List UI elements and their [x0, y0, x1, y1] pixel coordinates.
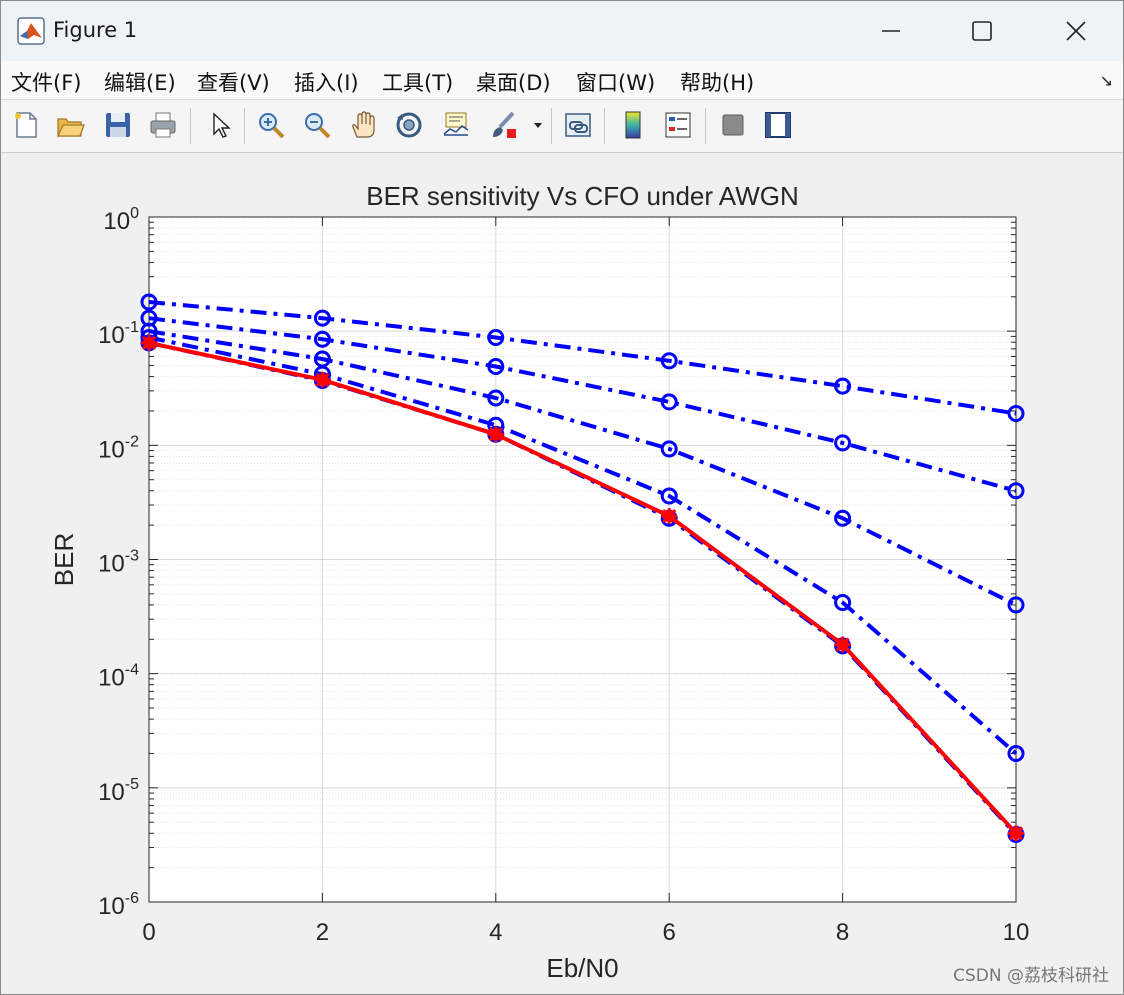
brush-icon[interactable] — [487, 108, 521, 142]
maximize-button[interactable] — [947, 1, 1017, 61]
series-line — [148, 316, 1017, 493]
minimize-icon — [882, 30, 900, 32]
x-tick-label: 0 — [142, 919, 155, 946]
data-point — [834, 434, 852, 452]
menu-desktop[interactable]: 桌面(D) — [476, 71, 551, 95]
matlab-logo-icon — [17, 17, 45, 45]
data-point — [834, 636, 851, 653]
data-point — [1008, 825, 1024, 842]
x-axis-label: Eb/N0 — [546, 953, 618, 983]
maximize-icon — [972, 21, 992, 41]
data-point — [314, 371, 331, 388]
x-tick-label: 8 — [836, 919, 849, 946]
data-cursor-icon[interactable] — [438, 108, 472, 142]
colorbar-icon[interactable] — [616, 108, 650, 142]
data-point — [141, 334, 157, 351]
y-tick-label: 10-3 — [98, 548, 139, 578]
y-tick-label: 10-2 — [98, 433, 139, 463]
open-file-icon[interactable] — [53, 108, 87, 142]
close-icon — [1066, 21, 1086, 41]
save-icon[interactable] — [101, 108, 135, 142]
series-line — [148, 329, 1017, 607]
data-point — [660, 440, 678, 458]
data-point — [487, 358, 505, 376]
data-point — [661, 508, 678, 525]
zoom-in-icon[interactable] — [254, 108, 288, 142]
toolbar-separator — [705, 108, 706, 144]
window-title: Figure 1 — [53, 18, 138, 42]
x-tick-label: 2 — [316, 919, 329, 946]
pointer-icon[interactable] — [203, 108, 237, 142]
data-point — [1007, 405, 1025, 423]
y-axis-label: BER — [49, 533, 79, 586]
y-tick-label: 10-5 — [98, 776, 139, 806]
data-point — [140, 293, 158, 311]
title-bar[interactable]: Figure 1 — [1, 1, 1123, 61]
data-point — [660, 352, 678, 370]
data-point — [834, 377, 852, 395]
menu-edit[interactable]: 编辑(E) — [104, 71, 176, 95]
series-line — [148, 340, 1018, 835]
data-point — [1007, 596, 1025, 614]
rotate-icon[interactable] — [392, 108, 426, 142]
chart-title: BER sensitivity Vs CFO under AWGN — [366, 181, 798, 211]
hide-plot-tools-icon[interactable] — [716, 108, 750, 142]
zoom-out-icon[interactable] — [300, 108, 334, 142]
y-tick-label: 10-4 — [98, 662, 139, 692]
new-figure-icon[interactable] — [9, 108, 43, 142]
data-point — [487, 389, 505, 407]
brush-dropdown-icon[interactable] — [529, 108, 547, 142]
ticks: 0 2 4 6 8 10 100 10-1 10-2 10-3 10-4 10-5 10-6 — [98, 205, 1029, 946]
menu-help[interactable]: 帮助(H) — [680, 71, 755, 95]
data-point — [660, 393, 678, 411]
toolbar — [1, 100, 1123, 153]
menu-tools[interactable]: 工具(T) — [382, 71, 454, 95]
link-plot-icon[interactable] — [561, 108, 595, 142]
y-tick-label: 10-1 — [98, 319, 139, 349]
dock-arrow-icon[interactable]: ↘ — [1099, 71, 1113, 90]
toolbar-separator — [551, 108, 552, 144]
pan-icon[interactable] — [346, 108, 380, 142]
series-line — [148, 300, 1017, 416]
legend-icon[interactable] — [661, 108, 695, 142]
data-point — [313, 309, 331, 327]
watermark: CSDN @荔枝科研社 — [953, 966, 1109, 986]
minimize-button[interactable] — [856, 1, 926, 61]
y-tick-label: 100 — [103, 205, 139, 235]
x-tick-label: 6 — [663, 919, 676, 946]
series-5[interactable] — [141, 334, 1024, 842]
data-point — [1007, 482, 1025, 500]
close-button[interactable] — [1041, 1, 1111, 61]
print-icon[interactable] — [146, 108, 180, 142]
data-point — [313, 330, 331, 348]
series-layer — [140, 293, 1025, 844]
x-tick-label: 10 — [1003, 919, 1030, 946]
x-tick-label: 4 — [489, 919, 502, 946]
data-point — [487, 329, 505, 347]
menu-file[interactable]: 文件(F) — [11, 71, 82, 95]
series-line — [148, 335, 1018, 756]
toolbar-separator — [244, 108, 245, 144]
data-point — [834, 509, 852, 527]
figure-canvas: 0 2 4 6 8 10 100 10-1 10-2 10-3 10-4 10-5 10-6 BER s… — [1, 153, 1123, 994]
show-plot-tools-icon[interactable] — [761, 108, 795, 142]
menu-window[interactable]: 窗口(W) — [576, 71, 656, 95]
toolbar-separator — [604, 108, 605, 144]
data-point — [834, 594, 852, 612]
data-point — [660, 487, 678, 505]
series-0[interactable] — [140, 293, 1025, 423]
y-tick-label: 10-6 — [98, 890, 139, 920]
menu-insert[interactable]: 插入(I) — [294, 71, 359, 95]
toolbar-separator — [190, 108, 191, 144]
menu-view[interactable]: 查看(V) — [197, 71, 270, 95]
data-point — [487, 426, 504, 443]
grid — [148, 216, 1017, 903]
ber-chart[interactable]: 0 2 4 6 8 10 100 10-1 10-2 10-3 10-4 10-5 10-6 BER s… — [1, 153, 1123, 994]
data-point — [1007, 744, 1025, 762]
menu-bar: 文件(F) 编辑(E) 查看(V) 插入(I) 工具(T) 桌面(D) 窗口(W… — [1, 61, 1123, 100]
